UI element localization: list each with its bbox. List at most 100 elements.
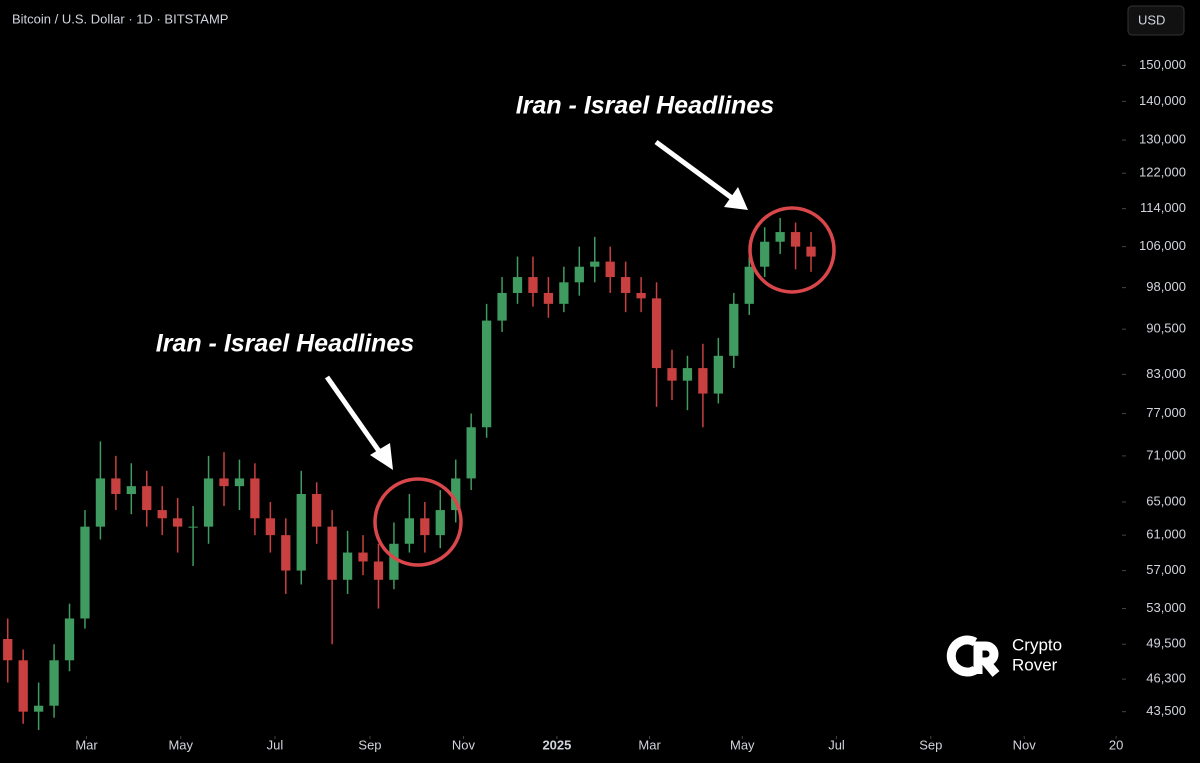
candle-body bbox=[188, 526, 198, 528]
candle-body bbox=[806, 246, 816, 257]
x-tick-label: May bbox=[168, 737, 193, 752]
candle-body bbox=[667, 368, 677, 381]
candle-body bbox=[636, 292, 646, 299]
logo-text: Crypto bbox=[1012, 635, 1062, 654]
x-tick-label: 20 bbox=[1109, 737, 1123, 752]
y-tick-label: 57,000 bbox=[1146, 562, 1186, 577]
candle-body bbox=[203, 478, 214, 527]
candle-body bbox=[497, 292, 507, 321]
x-tick-label: Nov bbox=[452, 737, 476, 752]
x-tick-label: Jul bbox=[828, 737, 845, 752]
annotation: Iran - Israel Headlines bbox=[156, 330, 415, 358]
y-tick-label: 83,000 bbox=[1146, 366, 1186, 381]
candle-body bbox=[173, 518, 183, 527]
x-tick-label: Mar bbox=[638, 737, 661, 752]
y-tick-label: 61,000 bbox=[1146, 527, 1186, 542]
candle-body bbox=[95, 478, 106, 527]
x-tick-label: 2025 bbox=[542, 737, 571, 752]
logo-icon bbox=[946, 635, 1000, 677]
candle-body bbox=[157, 510, 167, 519]
candle-body bbox=[49, 660, 59, 706]
candle-body bbox=[605, 261, 615, 278]
candle-body bbox=[775, 232, 785, 242]
candle-body bbox=[3, 638, 13, 661]
candle-body bbox=[451, 478, 461, 511]
candle-body bbox=[713, 355, 723, 394]
candle-body bbox=[698, 368, 708, 394]
candle-body bbox=[590, 261, 600, 267]
candle-body bbox=[512, 277, 523, 293]
highlight-circle bbox=[373, 477, 463, 567]
x-tick-label: Nov bbox=[1013, 737, 1037, 752]
logo-text: Rover bbox=[1012, 655, 1058, 674]
x-tick-label: Sep bbox=[358, 737, 381, 752]
candle-body bbox=[18, 660, 28, 712]
candle-body bbox=[358, 552, 368, 562]
x-tick-label: May bbox=[730, 737, 755, 752]
y-tick-label: 114,000 bbox=[1140, 200, 1186, 215]
candle-body bbox=[760, 241, 770, 267]
candle-body bbox=[574, 266, 584, 283]
x-tick-label: Mar bbox=[75, 737, 98, 752]
candle-body bbox=[744, 266, 754, 304]
currency-button[interactable] bbox=[1127, 5, 1185, 36]
candle-body bbox=[342, 552, 353, 580]
candle-body bbox=[543, 292, 554, 304]
y-tick-label: 49,500 bbox=[1146, 636, 1186, 651]
candle-body bbox=[729, 303, 739, 356]
x-tick-label: Jul bbox=[267, 737, 284, 752]
y-tick-label: 46,300 bbox=[1146, 671, 1186, 686]
arrow-head bbox=[724, 187, 748, 210]
candle-body bbox=[621, 277, 631, 293]
arrow-shaft bbox=[654, 139, 734, 201]
x-tick-label: Sep bbox=[919, 737, 942, 752]
y-tick-label: 140,000 bbox=[1139, 93, 1186, 108]
candle-body bbox=[528, 277, 538, 293]
logo-c bbox=[946, 635, 978, 677]
y-tick-label: 98,000 bbox=[1146, 279, 1186, 294]
candle-body bbox=[296, 494, 306, 571]
logo-r bbox=[973, 641, 1000, 677]
candle-body bbox=[389, 543, 399, 580]
annotation: Iran - Israel Headlines bbox=[516, 92, 775, 120]
candle-body bbox=[64, 618, 75, 661]
y-tick-label: 65,000 bbox=[1146, 493, 1186, 508]
y-tick-label: 43,500 bbox=[1146, 703, 1186, 718]
plot: 150,000 140,000 130,000 122,000 114,000 106,0… bbox=[3, 57, 1186, 752]
candle-body bbox=[327, 526, 337, 580]
candle-body bbox=[126, 486, 136, 495]
candle-body bbox=[651, 298, 662, 369]
candle-body bbox=[466, 427, 476, 479]
candle-body bbox=[33, 705, 44, 712]
candle-body bbox=[404, 518, 415, 544]
candle-body bbox=[373, 561, 384, 580]
candle-body bbox=[420, 518, 430, 536]
candle-body bbox=[435, 510, 445, 536]
arrow-head bbox=[370, 443, 393, 470]
arrows bbox=[324, 139, 748, 470]
y-tick-label: 150,000 bbox=[1139, 57, 1186, 72]
y-tick-label: 77,000 bbox=[1146, 405, 1186, 420]
candle-body bbox=[312, 494, 322, 527]
highlight-circle bbox=[748, 206, 836, 294]
candle-body bbox=[559, 282, 569, 304]
candle-body bbox=[682, 368, 693, 381]
candle-body bbox=[790, 232, 801, 247]
y-tick-label: 122,000 bbox=[1139, 165, 1186, 180]
y-tick-label: 130,000 bbox=[1139, 132, 1186, 147]
candle-body bbox=[219, 478, 229, 487]
y-tick-label: 90,500 bbox=[1146, 321, 1186, 336]
currency-label[interactable]: USD bbox=[1138, 12, 1165, 27]
chart-header: Bitcoin / U.S. Dollar · 1D · BITSTAMP bbox=[12, 11, 228, 26]
y-tick-label: 106,000 bbox=[1139, 238, 1186, 253]
candle-body bbox=[281, 535, 291, 571]
candle-body bbox=[142, 486, 152, 511]
candle-body bbox=[250, 478, 260, 519]
candle-body bbox=[234, 478, 245, 487]
y-tick-label: 53,000 bbox=[1146, 600, 1186, 615]
candle-body bbox=[111, 478, 121, 495]
candle-body bbox=[265, 518, 275, 536]
arrow-shaft bbox=[324, 375, 384, 456]
